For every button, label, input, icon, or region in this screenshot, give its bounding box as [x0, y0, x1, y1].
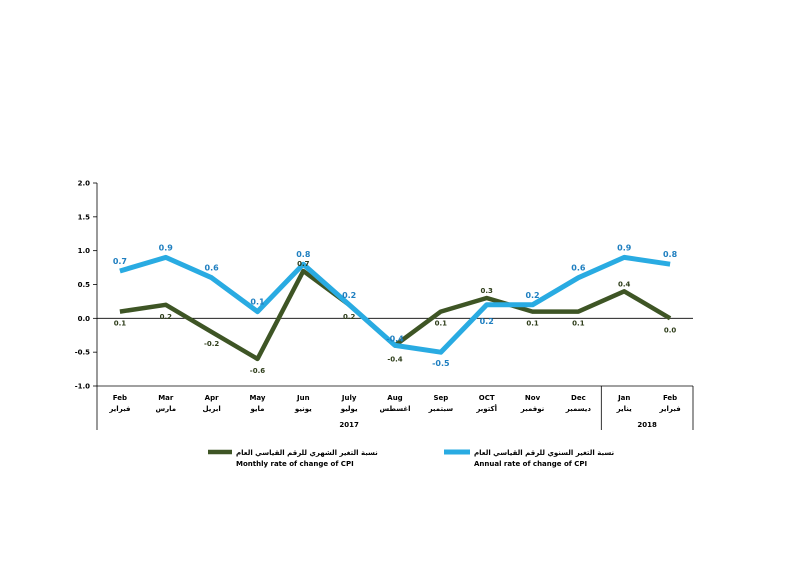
y-tick-labels: 2.0 1.5 1.0 0.5 0.0 -0.5 -1.0 [75, 180, 90, 391]
y-tick-label: 2.0 [78, 180, 91, 188]
annual-data-label: 0.2 [342, 291, 356, 300]
x-category-label-en: Dec [571, 394, 586, 402]
y-tick-label: -0.5 [75, 349, 90, 357]
x-category-label-en: Jan [617, 394, 630, 402]
x-category-label-ar: نوفمبر [520, 405, 545, 413]
monthly-data-label: -0.4 [387, 355, 402, 363]
chart-axes [93, 182, 694, 430]
annual-data-label: 0.9 [159, 243, 174, 252]
year-label: 2018 [637, 421, 657, 429]
x-category-label-ar: سبتمبر [428, 405, 454, 413]
x-category-label-ar: فبراير [658, 405, 681, 413]
y-tick-label: 0.5 [78, 281, 91, 289]
x-category-label-ar: أكتوبر [475, 404, 497, 413]
x-category-label-ar: فبراير [108, 405, 131, 413]
monthly-data-label: 0.1 [114, 320, 127, 328]
y-tick-label: 1.0 [78, 247, 91, 255]
x-category-label-en: Apr [205, 394, 219, 402]
annual-data-label: 0.8 [663, 250, 678, 259]
annual-data-label: 0.6 [571, 264, 586, 273]
y-tick-label: -1.0 [75, 383, 90, 391]
x-category-label-en: Sep [433, 394, 448, 402]
annual-data-label: -0.4 [386, 334, 404, 343]
y-tick-label: 1.5 [78, 213, 91, 221]
x-category-label-ar: يوليو [340, 405, 358, 413]
x-category-label-en: Aug [387, 394, 402, 402]
monthly-data-label: 0.0 [664, 326, 677, 334]
x-category-label-en: Jun [296, 394, 310, 402]
monthly-data-label: 0.2 [160, 313, 173, 321]
y-tick-label: 0.0 [78, 315, 91, 323]
legend-label-annual-en: Annual rate of change of CPI [474, 460, 587, 468]
legend-label-monthly-en: Monthly rate of change of CPI [236, 460, 354, 468]
x-category-label-ar: ابريل [202, 405, 220, 413]
annual-data-label: 0.6 [205, 264, 220, 273]
legend-label-annual-ar: نسبة التغير السنوي للرقم القياسي العام [474, 449, 614, 457]
legend: نسبة التغير الشهري للرقم القياسي العام Mo… [208, 449, 614, 468]
x-category-label-en: Feb [113, 394, 127, 402]
monthly-data-label: 0.3 [480, 287, 493, 295]
x-category-label-en: Nov [525, 394, 541, 402]
x-category-label-en: OCT [479, 394, 495, 402]
x-category-label-ar: مارس [155, 405, 176, 413]
monthly-data-label: 0.7 [297, 260, 310, 268]
annual-data-label: 0.2 [480, 317, 494, 326]
monthly-data-label: 0.4 [618, 280, 631, 288]
data-labels: 0.1 0.2 -0.2 -0.6 0.7 0.2 -0.4 0.1 0.3 0.1 0.1 0.4 0… [113, 243, 678, 374]
monthly-data-label: -0.2 [204, 340, 219, 348]
x-category-label-en: July [341, 394, 357, 402]
x-category-label-en: Feb [663, 394, 677, 402]
series-lines [119, 254, 672, 362]
x-category-labels: Feb فبراير Mar مارس Apr ابريل May مايو Jun يونيو J… [108, 394, 681, 413]
year-labels: 2017 2018 [339, 421, 657, 429]
x-category-label-ar: اغسطس [379, 405, 410, 413]
annual-data-label: 0.8 [296, 250, 311, 259]
annual-data-label: 0.2 [525, 291, 539, 300]
legend-label-monthly-ar: نسبة التغير الشهري للرقم القياسي العام [236, 449, 378, 457]
x-category-label-en: May [249, 394, 265, 402]
annual-data-label: -0.5 [432, 359, 450, 368]
monthly-data-label: -0.6 [250, 367, 265, 375]
annual-series-line [119, 254, 671, 355]
monthly-data-label: 0.1 [526, 320, 539, 328]
x-category-label-ar: مايو [249, 405, 264, 413]
monthly-data-label: 0.2 [343, 313, 356, 321]
annual-data-label: 0.7 [113, 257, 127, 266]
monthly-data-label: 0.1 [572, 320, 585, 328]
x-category-label-ar: يونيو [294, 405, 312, 413]
x-category-label-ar: يناير [616, 405, 632, 413]
monthly-data-label: 0.1 [435, 320, 448, 328]
annual-data-label: 0.9 [617, 243, 632, 252]
x-category-label-ar: ديسمبر [565, 405, 592, 413]
x-category-label-en: Mar [158, 394, 174, 402]
year-label: 2017 [339, 421, 359, 429]
annual-data-label: 0.1 [250, 298, 265, 307]
